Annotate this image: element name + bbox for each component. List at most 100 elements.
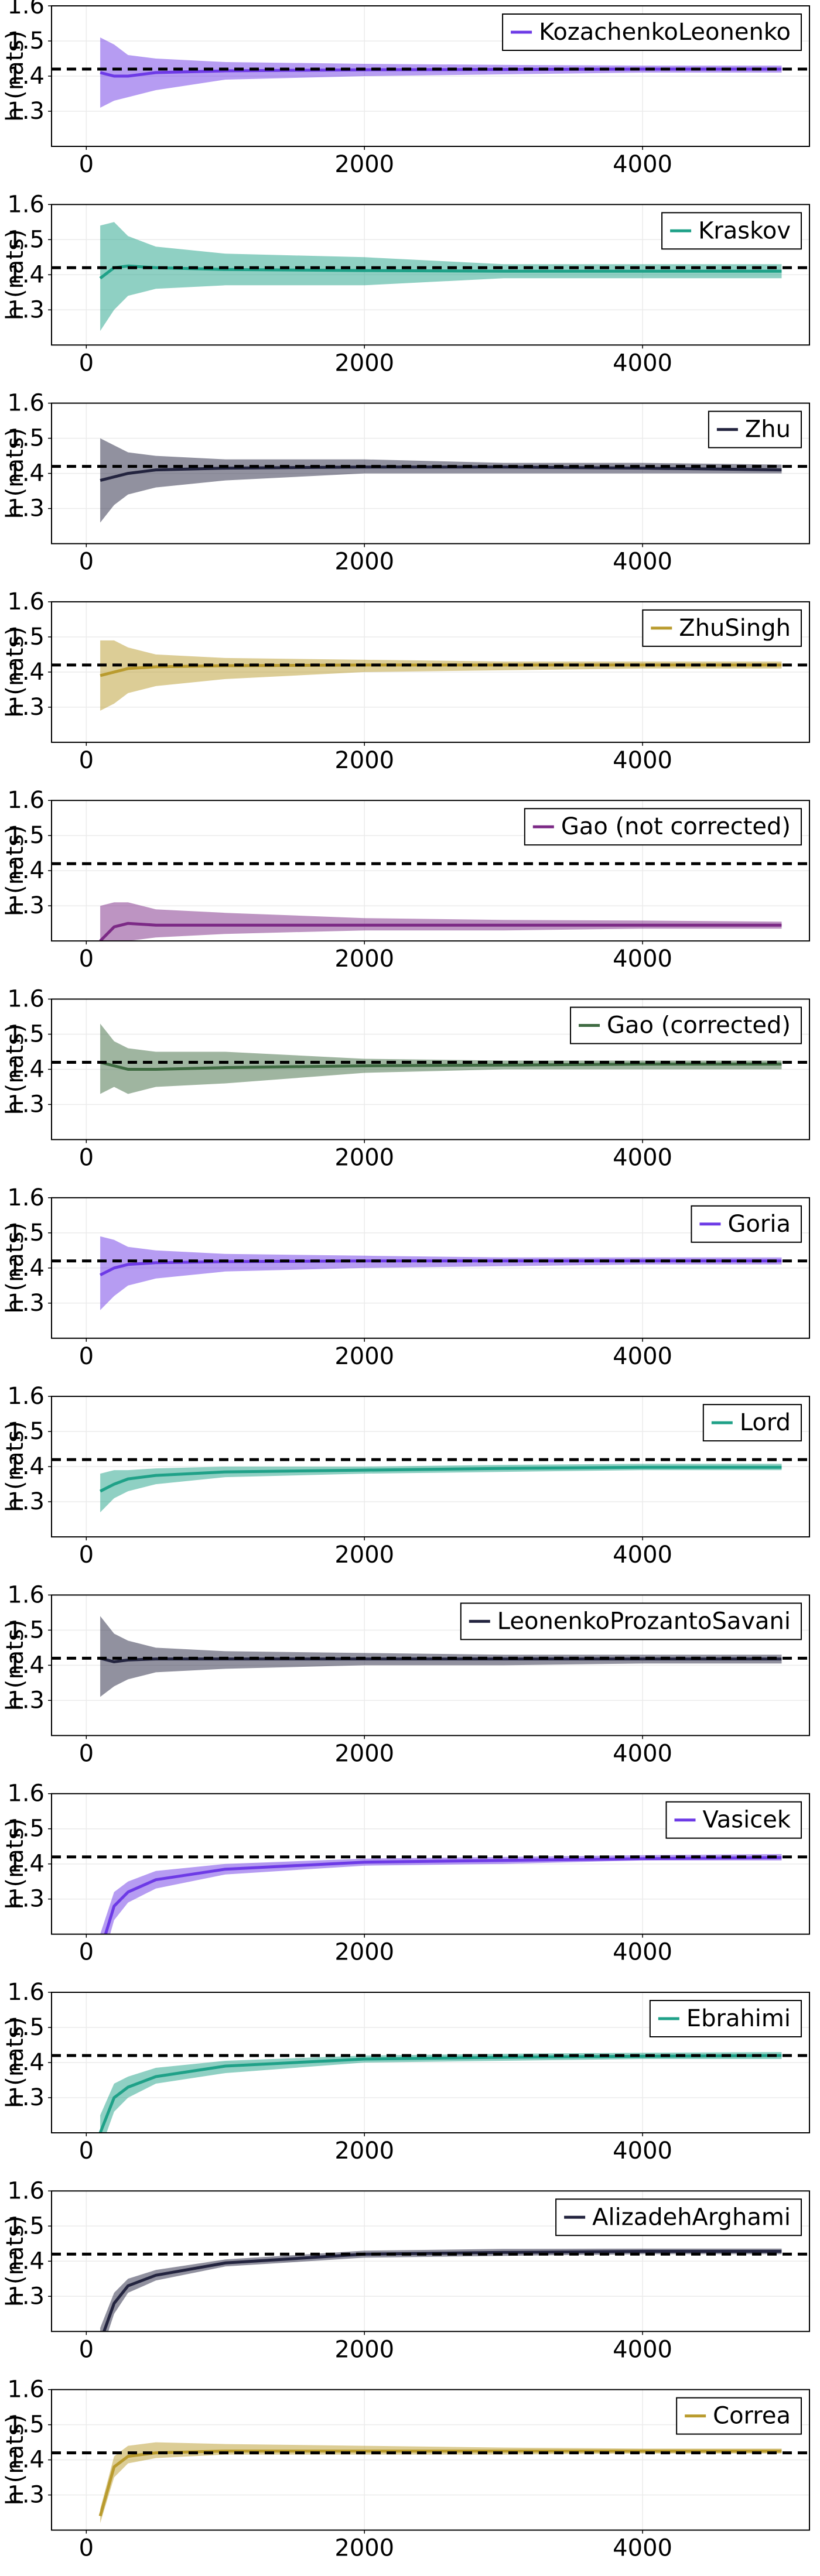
- y-tick-label: 1.6: [7, 2177, 45, 2204]
- y-tick-label: 1.5: [7, 425, 45, 452]
- legend: Kraskov: [661, 212, 802, 250]
- y-tick-label: 1.5: [7, 1815, 45, 1842]
- y-axis-label: h (nats): [2, 1222, 29, 1314]
- legend: Vasicek: [665, 1801, 802, 1839]
- legend-label: Ebrahimi: [686, 2005, 791, 2032]
- y-tick-label: 1.4: [7, 1851, 45, 1878]
- mean-line: [104, 1856, 782, 1934]
- legend-box: [570, 1006, 802, 1044]
- y-tick-label: 1.5: [7, 2014, 45, 2041]
- legend-label: Lord: [740, 1409, 791, 1436]
- y-tick-label: 1.5: [7, 1220, 45, 1246]
- legend-label: LeonenkoProzantoSavani: [497, 1608, 791, 1635]
- x-tick-label: 0: [79, 1145, 94, 1171]
- y-axis-label: h (nats): [2, 1024, 29, 1115]
- mean-line: [102, 2250, 782, 2332]
- y-tick-label: 1.3: [7, 694, 45, 721]
- legend: Correa: [676, 2397, 802, 2435]
- x-tick-label: 2000: [334, 1343, 394, 1370]
- x-tick-label: 2000: [334, 2336, 394, 2363]
- mean-line: [100, 67, 782, 78]
- chart-panel: 0 2000 4000 1.3 1.4 1.5 1.6 h (nats) Kraskov: [2, 191, 810, 376]
- y-tick-label: 1.6: [7, 986, 45, 1013]
- legend-label: Vasicek: [703, 1807, 791, 1834]
- y-tick-label: 1.5: [7, 822, 45, 849]
- y-axis-label: h (nats): [2, 626, 29, 718]
- y-tick-label: 1.6: [7, 1383, 45, 1410]
- x-tick-label: 4000: [613, 549, 672, 576]
- series-group: [100, 37, 782, 108]
- x-tick-label: 0: [79, 1343, 94, 1370]
- mean-line: [100, 1061, 782, 1071]
- legend-label: Kraskov: [698, 217, 791, 244]
- legend: AlizadehArghami: [555, 2198, 802, 2236]
- y-axis-label: h (nats): [2, 2215, 29, 2307]
- y-axis-label: h (nats): [2, 1421, 29, 1512]
- y-tick-label: 1.5: [7, 28, 45, 54]
- y-tick-label: 1.6: [7, 390, 45, 417]
- x-tick-label: 4000: [613, 350, 672, 376]
- mean-line: [98, 2054, 782, 2133]
- y-tick-label: 1.4: [7, 659, 45, 686]
- y-tick-label: 1.6: [7, 588, 45, 615]
- chart-panel: 0 2000 4000 1.3 1.4 1.5 1.6 h (nats) LeonenkoPro…: [2, 1581, 810, 1767]
- y-axis-label: h (nats): [2, 1620, 29, 1711]
- legend-box: [502, 13, 802, 51]
- y-tick-label: 1.5: [7, 2411, 45, 2438]
- chart-panel: 0 2000 4000 1.3 1.4 1.5 1.6 h (nats) AlizadehArg…: [2, 2177, 810, 2363]
- legend-box: [555, 2198, 802, 2236]
- x-tick-label: 2000: [334, 747, 394, 774]
- y-tick-label: 1.4: [7, 460, 45, 487]
- x-tick-label: 4000: [613, 2535, 672, 2562]
- chart-panel: 0 2000 4000 1.3 1.4 1.5 1.6 h (nats) Correa: [2, 2376, 810, 2562]
- chart-panel: 0 2000 4000 1.3 1.4 1.5 1.6 h (nats) Zhu: [2, 390, 810, 576]
- legend-box: [524, 808, 802, 846]
- y-tick-label: 1.4: [7, 63, 45, 90]
- chart-panel: 0 2000 4000 1.3 1.4 1.5 1.6 h (nats) Gao (correc…: [2, 986, 810, 1171]
- legend: Gao (corrected): [570, 1006, 802, 1044]
- x-tick-label: 2000: [334, 151, 394, 178]
- y-axis-label: h (nats): [2, 2414, 29, 2506]
- confidence-band: [100, 37, 782, 108]
- y-tick-label: 1.3: [7, 1886, 45, 1913]
- y-tick-label: 1.3: [7, 1091, 45, 1118]
- legend-box: [460, 1602, 802, 1640]
- series-group: [98, 2052, 782, 2133]
- x-tick-label: 0: [79, 2336, 94, 2363]
- x-tick-label: 2000: [334, 1939, 394, 1966]
- series-group: [99, 902, 782, 941]
- y-tick-label: 1.3: [7, 1687, 45, 1714]
- chart-panel: 0 2000 4000 1.3 1.4 1.5 1.6 h (nats) Goria: [2, 1184, 810, 1370]
- legend-label: Gao (corrected): [607, 1012, 791, 1039]
- y-tick-label: 1.4: [7, 2049, 45, 2076]
- chart-panel: 0 2000 4000 1.3 1.4 1.5 1.6 h (nats) Lord: [2, 1383, 810, 1568]
- y-tick-label: 1.3: [7, 296, 45, 323]
- x-tick-label: 0: [79, 1740, 94, 1767]
- legend: Gao (not corrected): [524, 808, 802, 846]
- x-tick-label: 4000: [613, 2137, 672, 2164]
- y-tick-label: 1.6: [7, 2376, 45, 2403]
- y-tick-label: 1.6: [7, 191, 45, 218]
- y-tick-label: 1.6: [7, 787, 45, 814]
- x-tick-label: 0: [79, 1939, 94, 1966]
- legend-label: AlizadehArghami: [592, 2204, 791, 2231]
- y-tick-label: 1.3: [7, 892, 45, 919]
- y-tick-label: 1.4: [7, 1056, 45, 1083]
- y-tick-label: 1.4: [7, 2248, 45, 2274]
- confidence-band: [100, 438, 782, 523]
- confidence-band: [100, 1464, 782, 1513]
- legend: ZhuSingh: [642, 609, 802, 647]
- x-tick-label: 0: [79, 549, 94, 576]
- legend: KozachenkoLeonenko: [502, 13, 802, 51]
- legend-label: ZhuSingh: [679, 615, 791, 642]
- series-group: [100, 1854, 782, 1934]
- x-tick-label: 2000: [334, 2137, 394, 2164]
- y-tick-label: 1.6: [7, 1184, 45, 1211]
- y-axis-label: h (nats): [2, 825, 29, 916]
- y-tick-label: 1.4: [7, 2447, 45, 2474]
- confidence-band: [100, 222, 782, 331]
- y-tick-label: 1.5: [7, 2212, 45, 2239]
- x-tick-label: 0: [79, 2137, 94, 2164]
- y-tick-label: 1.3: [7, 495, 45, 522]
